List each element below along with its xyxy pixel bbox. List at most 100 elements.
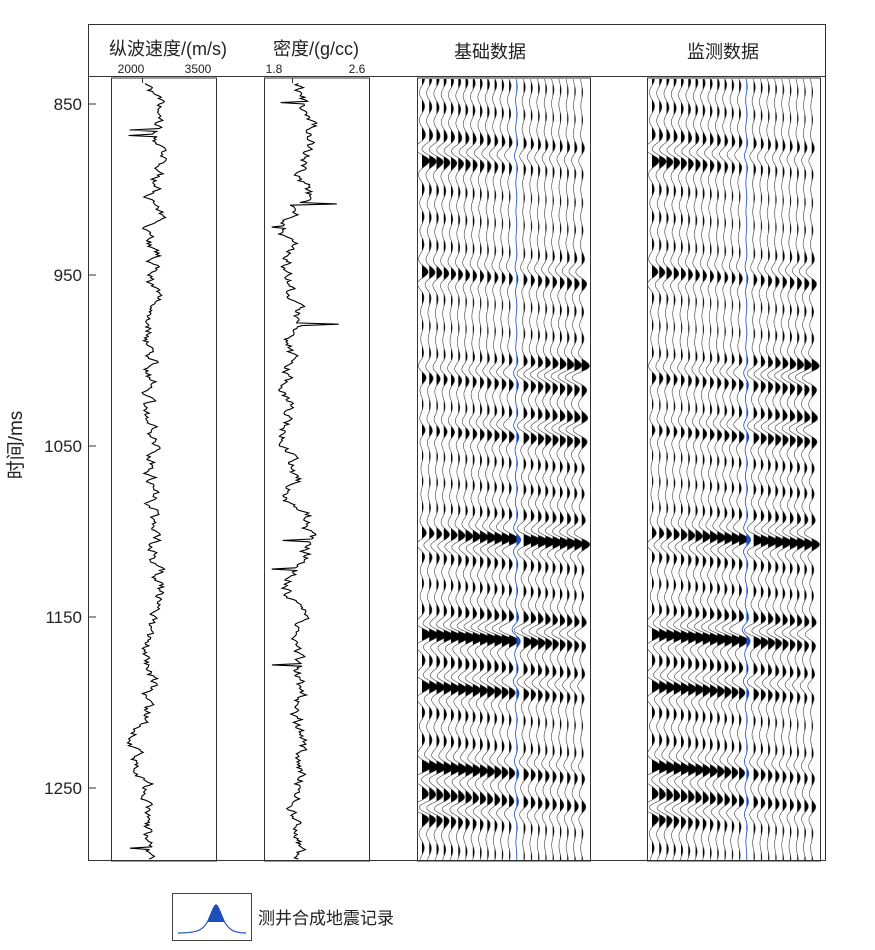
log-track-frame [111,77,217,862]
density-log-curve [271,82,339,860]
seismic-panel-frame [417,77,591,862]
wiggle-fill [487,79,498,860]
wiggle-trace [656,79,677,860]
wiggle-fill [422,79,432,860]
vp-log-curve [126,83,167,860]
wiggle-fill [804,79,813,860]
wiggle-fill [659,79,669,860]
wiggle-trace [679,79,699,860]
figure-frame [88,24,826,861]
track-title-vp: 纵波速度/(m/s) [109,39,227,59]
wiggle-trace [498,79,520,860]
wiggle-trace [536,79,556,860]
track-title-density: 密度/(g/cc) [273,39,359,59]
wiggle-trace [456,79,477,860]
wiggle-trace [722,79,742,860]
wiggle-fill [652,79,661,860]
density-min-label: 1.8 [266,62,283,76]
wiggle-trace [794,79,814,860]
wiggle-trace [686,79,707,860]
wiggle-trace [714,79,735,860]
wiggle-trace [426,79,447,860]
wiggle-fill [702,79,713,860]
wiggle-trace [664,79,684,860]
wiggle-fill [552,79,563,860]
wiggle-trace [743,79,764,860]
seismic-panel-frame [647,77,821,862]
wiggle-fill [681,79,691,860]
wiggle-trace [528,79,549,860]
wiggle-trace [774,79,793,860]
y-tick-label: 1250 [44,779,82,798]
wiggle-trace [418,79,432,860]
wiggle-trace [441,79,462,860]
wiggle-fill [731,79,741,860]
synthetic-trace [741,79,751,860]
wiggle-trace [543,79,563,860]
wiggle-trace [700,79,721,860]
log-track-frame [264,77,370,862]
wiggle-fill [465,79,476,860]
wiggle-trace [449,79,470,860]
wiggle-trace [729,79,749,860]
wiggle-trace [513,79,534,860]
wiggle-fill [501,79,512,860]
wiggle-trace [648,79,662,860]
wiggle-trace [470,79,491,860]
wiggle-fill [458,79,469,860]
wiggle-trace [434,79,455,860]
wiggle-fill [739,79,749,860]
wiggle-trace [780,79,800,860]
density-max-label: 2.6 [349,62,366,76]
wiggle-trace [418,79,440,860]
y-tick-label: 1150 [45,608,82,627]
y-tick-label: 850 [54,95,82,114]
wiggle-fill [811,79,820,860]
y-axis-label: 时间/ms [5,411,27,480]
wiggle-trace [787,79,807,860]
wiggle-trace [477,79,498,860]
vp-max-label: 3500 [185,62,212,76]
wiggle-fill [451,79,462,860]
wiggle-fill [717,79,727,860]
wiggle-trace [491,79,512,860]
vp-min-label: 2000 [118,62,145,76]
wiggle-fill [443,79,454,860]
wiggle-trace [693,79,714,860]
wiggle-fill [509,79,519,860]
wiggle-fill [429,79,439,860]
wiggle-trace [463,79,484,860]
wiggle-trace [521,79,542,860]
wiggle-fill [480,79,491,860]
wiggle-trace [672,79,692,860]
wiggle-trace [766,79,786,860]
wiggle-trace [550,79,570,860]
wiggle-fill [567,79,576,860]
wiggle-trace [484,79,505,860]
wiggle-trace [564,79,584,860]
track-title-base: 基础数据 [454,42,526,62]
y-tick-label: 950 [54,266,82,285]
wiggle-fill [695,79,706,860]
wiggle-trace [751,79,771,860]
legend: 测井合成地震记录 [172,893,394,941]
wiggle-fill [673,79,684,860]
wiggle-fill [688,79,699,860]
legend-wavelet-fill [207,905,225,922]
y-tick-label: 1050 [44,437,82,456]
base-seismic-traces [418,79,590,860]
wiggle-trace [758,79,779,860]
wiggle-fill [581,79,590,860]
wiggle-fill [472,79,484,860]
wiggle-trace [707,79,728,860]
wiggle-trace [557,79,577,860]
wiggle-trace [649,79,669,860]
wiggle-fill [797,79,806,860]
synthetic-trace [511,79,522,860]
wiggle-trace [571,79,590,860]
wiggle-fill [782,79,792,860]
wiggle-fill [574,79,583,860]
wiggle-trace [801,79,820,860]
wiggle-fill [710,79,720,860]
